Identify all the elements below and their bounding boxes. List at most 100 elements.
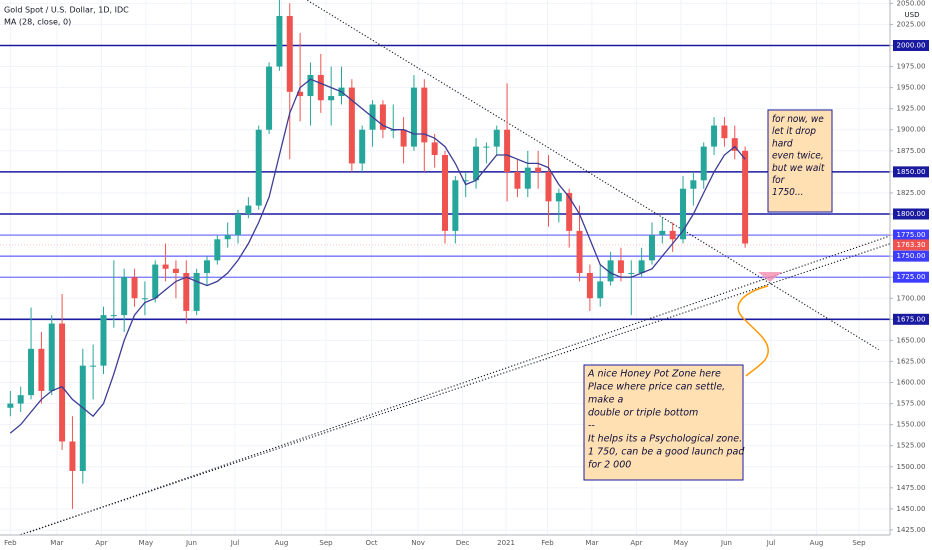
y-tick-label: 2050.00: [897, 0, 926, 7]
candle-body: [576, 230, 583, 273]
last-price-bg: [893, 239, 929, 251]
candle-body: [317, 74, 324, 101]
x-tick-label: Jun: [720, 539, 732, 547]
candle-body: [410, 87, 417, 147]
x-tick-label: Sep: [852, 539, 866, 547]
candle-body: [162, 264, 169, 269]
level-label-bg: [893, 313, 929, 325]
indicator-label: MA (28, close, 0): [4, 18, 71, 27]
x-tick-label: Mar: [585, 539, 598, 547]
candle-body: [90, 365, 97, 367]
candle-body: [286, 16, 293, 92]
candle-body: [535, 167, 542, 172]
candle-body: [193, 272, 200, 311]
annotation-text: let it drop: [772, 126, 816, 137]
candle-body: [79, 365, 86, 471]
time-axis-bg: [0, 535, 932, 550]
y-tick-label: 1650.00: [897, 336, 926, 344]
y-tick-label: 1900.00: [897, 126, 926, 134]
y-tick-label: 2025.00: [897, 20, 926, 28]
candle-body: [359, 129, 366, 164]
candle-body: [152, 264, 159, 299]
y-tick-label: 1875.00: [897, 147, 926, 155]
x-tick-label: May: [139, 539, 153, 547]
candle-body: [141, 298, 148, 300]
candle-body: [400, 129, 407, 147]
annotation-text: Place where price can settle,: [588, 382, 725, 393]
y-tick-label: 1850.00: [897, 168, 926, 176]
annotation-text: for: [772, 175, 786, 186]
y-tick-label: 1825.00: [897, 189, 926, 197]
candle-body: [442, 155, 448, 231]
annotation-text: for 2 000: [588, 460, 631, 471]
arrow-curve: [737, 285, 769, 377]
x-tick-label: Apr: [630, 539, 642, 547]
trend-line: [307, 0, 879, 351]
candle-body: [348, 87, 355, 164]
candle-body: [255, 129, 262, 206]
candle-body: [555, 192, 562, 202]
candle-body: [307, 74, 314, 97]
candle-body: [379, 104, 386, 130]
candle-body: [659, 230, 666, 236]
level-label-bg: [893, 229, 929, 241]
candle-body: [514, 171, 521, 189]
trend-line: [20, 240, 899, 536]
candle-body: [617, 260, 624, 273]
y-tick-label: 1975.00: [897, 63, 926, 71]
candle-body: [110, 315, 117, 317]
y-tick-label: 1950.00: [897, 84, 926, 92]
chart-title: Gold Spot / U.S. Dollar, 1D, IDC: [4, 6, 129, 15]
annotation-text: but we wait: [772, 163, 825, 174]
candle-body: [628, 272, 635, 274]
candle-body: [586, 272, 593, 299]
candle-body: [462, 180, 469, 182]
x-tick-label: Jul: [230, 539, 240, 547]
annotation-box: [583, 364, 744, 481]
y-tick-label: 1775.00: [897, 231, 926, 239]
y-tick-label: 1800.00: [897, 210, 926, 218]
x-tick-label: 2021: [497, 539, 515, 547]
annotation-text: make a: [588, 395, 623, 406]
level-label-bg: [893, 39, 929, 51]
trend-line: [29, 232, 899, 533]
annotation-text: for now, we: [772, 114, 824, 125]
y-tick-label: 1525.00: [897, 442, 926, 450]
candle-body: [297, 91, 304, 97]
x-tick-label: Oct: [365, 539, 377, 547]
candle-body: [245, 205, 252, 214]
levels: [0, 0, 899, 536]
x-tick-label: Mar: [50, 539, 63, 547]
axes: 1425.00 1450.00 1475.00 1500.00 1525.00 1550.…: [4, 0, 929, 547]
candle-body: [38, 348, 45, 391]
x-tick-label: Nov: [411, 539, 425, 547]
annotation-text: A nice Honey Pot Zone here: [587, 369, 721, 380]
y-tick-label: 1475.00: [897, 484, 926, 492]
candle-body: [17, 395, 24, 404]
candle-body: [452, 180, 459, 231]
x-tick-label: Dec: [456, 539, 470, 547]
candle-body: [690, 180, 697, 189]
honey-pot-zone: [758, 272, 782, 282]
y-tick-label: 1725.00: [897, 273, 926, 281]
annotation-text: hard: [772, 138, 793, 149]
candle-body: [493, 129, 500, 147]
candle-body: [266, 66, 273, 130]
candle-body: [203, 260, 210, 273]
candle-body: [69, 441, 76, 471]
candle-body: [431, 142, 438, 156]
y-tick-label: 1750.00: [897, 252, 926, 260]
candle-body: [731, 138, 738, 151]
x-tick-label: Aug: [810, 539, 824, 547]
candle-body: [100, 315, 107, 366]
candle-body: [328, 96, 335, 101]
x-tick-label: Jun: [185, 539, 197, 547]
candle-body: [711, 125, 718, 147]
candle-body: [421, 87, 428, 143]
level-label-bg: [893, 166, 929, 178]
candle-body: [121, 277, 128, 316]
candle-body: [172, 268, 179, 273]
candle-body: [7, 403, 14, 408]
moving-average: [9, 78, 746, 434]
